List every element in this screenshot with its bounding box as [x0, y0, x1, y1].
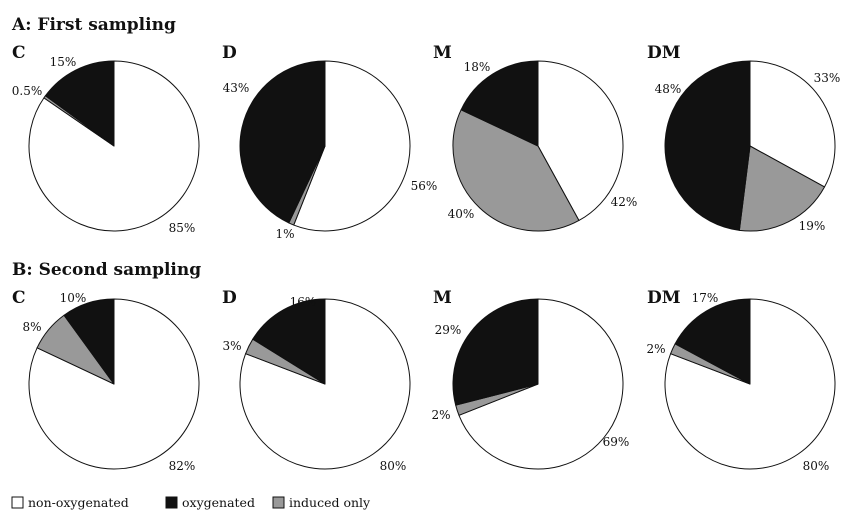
- pie-title: DM: [647, 288, 681, 308]
- slice-label-induced-only: 40%: [448, 207, 475, 221]
- slice-label-induced-only: 2%: [646, 342, 665, 356]
- pie-first-c: C 85% 0.5% 15%: [12, 43, 200, 235]
- pie-slice-non-oxygenated: [28, 298, 200, 470]
- pie-title: DM: [647, 43, 681, 63]
- slice-label-non-oxygenated: 69%: [603, 435, 630, 449]
- slice-label-oxygenated: 18%: [464, 60, 491, 74]
- slice-label-induced-only: 2%: [431, 408, 450, 422]
- slice-label-non-oxygenated: 33%: [814, 71, 841, 85]
- pie-slice-oxygenated: [460, 60, 539, 147]
- pie-title: D: [222, 43, 237, 63]
- legend-label-non-oxygenated: non-oxygenated: [28, 495, 129, 510]
- legend-swatch-non-oxygenated: [11, 496, 24, 509]
- slice-label-oxygenated: 48%: [655, 82, 682, 96]
- pie-slice-oxygenated: [452, 298, 539, 406]
- pie-first-d: D 56% 1% 43%: [222, 43, 437, 241]
- slice-label-oxygenated: 16%: [290, 295, 317, 309]
- pie-title: C: [12, 288, 26, 308]
- pie-slice-non-oxygenated: [293, 60, 411, 232]
- slice-label-oxygenated: 15%: [50, 55, 77, 69]
- pie-title: M: [433, 288, 452, 308]
- pie-title: D: [222, 288, 237, 308]
- legend-label-induced-only: induced only: [289, 495, 371, 510]
- pie-slice-oxygenated: [252, 298, 326, 385]
- slice-label-oxygenated: 17%: [692, 291, 719, 305]
- pie-charts: C85%0.5%15% D56%1%43%M42%40%18%DM33%19%48…: [12, 43, 841, 473]
- pie-title: C: [12, 43, 26, 63]
- slice-label-oxygenated: 10%: [60, 291, 87, 305]
- slice-label-non-oxygenated: 80%: [803, 459, 830, 473]
- legend-swatch-induced-only: [272, 496, 285, 509]
- slice-label-induced-only: 1%: [275, 227, 294, 241]
- pie-slice-oxygenated: [44, 60, 115, 147]
- slice-label-induced-only: 3%: [222, 339, 241, 353]
- slice-label-induced-only: 0.5%: [12, 84, 43, 98]
- pie-second-d: D 80% 3% 16%: [222, 288, 411, 473]
- legend: non-oxygenated oxygenated induced only: [11, 495, 371, 510]
- pie-slice-non-oxygenated: [239, 298, 411, 470]
- pie-slice-oxygenated: [664, 60, 751, 231]
- pie-title: M: [433, 43, 452, 63]
- pie-slice-non-oxygenated: [458, 298, 624, 470]
- slice-label-non-oxygenated: 56%: [411, 179, 438, 193]
- slice-label-non-oxygenated: 80%: [380, 459, 407, 473]
- pie-slice-induced-only: [452, 109, 580, 232]
- pie-slice-induced-only: [738, 145, 825, 232]
- slice-label-non-oxygenated: 85%: [169, 221, 196, 235]
- section-title-first-sampling: A: First sampling: [11, 15, 176, 35]
- slice-label-non-oxygenated: 82%: [169, 459, 196, 473]
- pie-slice-oxygenated: [63, 298, 115, 385]
- slice-label-non-oxygenated: 42%: [611, 195, 638, 209]
- slice-label-induced-only: 19%: [799, 219, 826, 233]
- pie-second-dm: DM 80% 2% 17%: [646, 288, 836, 473]
- pie-slice-oxygenated: [674, 298, 751, 385]
- slice-label-oxygenated: 43%: [223, 81, 250, 95]
- pie-slice-non-oxygenated: [749, 60, 836, 188]
- legend-swatch-oxygenated: [165, 496, 178, 509]
- pie-second-c: C 82% 8% 10%: [12, 288, 200, 473]
- pie-second-m: M 69% 2% 29%: [431, 288, 630, 470]
- legend-label-oxygenated: oxygenated: [182, 495, 255, 510]
- pie-slice-non-oxygenated: [537, 60, 624, 221]
- section-title-second-sampling: B: Second sampling: [12, 260, 201, 280]
- slice-label-induced-only: 8%: [22, 320, 41, 334]
- pie-slice-non-oxygenated: [664, 298, 836, 470]
- pie-first-m: M 42% 40% 18%: [433, 43, 638, 232]
- slice-label-oxygenated: 29%: [435, 323, 462, 337]
- pie-slice-oxygenated: [239, 60, 326, 224]
- pie-first-dm: DM 33% 19% 48%: [647, 43, 840, 233]
